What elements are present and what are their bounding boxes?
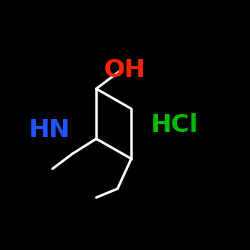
Text: HCl: HCl bbox=[151, 113, 199, 137]
Text: OH: OH bbox=[104, 58, 146, 82]
Text: HN: HN bbox=[29, 118, 71, 142]
